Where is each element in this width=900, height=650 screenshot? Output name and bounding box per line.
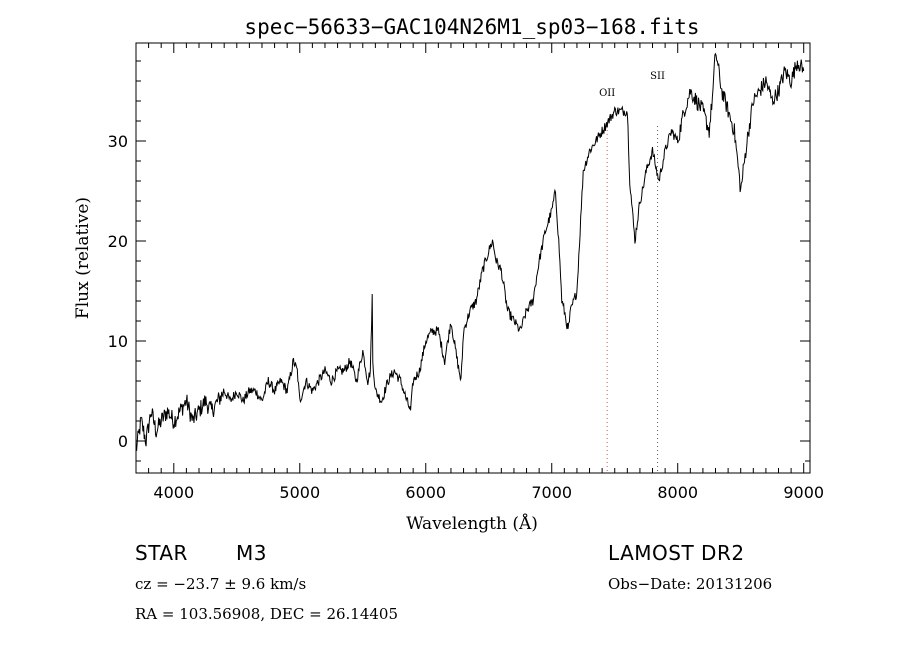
x-axis-label: Wavelength (Å) xyxy=(406,513,538,534)
x-tick-label: 4000 xyxy=(153,483,194,502)
x-tick-label: 9000 xyxy=(783,483,824,502)
y-tick-label: 10 xyxy=(108,332,128,351)
x-tick-label: 7000 xyxy=(531,483,572,502)
spectrum-line xyxy=(135,52,805,451)
class-label: STAR xyxy=(135,541,188,565)
y-tick-label: 0 xyxy=(118,432,128,451)
subclass-label: M3 xyxy=(236,541,267,565)
reference-line-label: OII xyxy=(599,88,615,99)
axis-ticks: 4000 5000 6000 7000 8000 9000 0 10 20 30 xyxy=(108,43,824,502)
velocity-text: cz = −23.7 ± 9.6 km/s xyxy=(135,575,307,593)
coordinates-text: RA = 103.56908, DEC = 26.14405 xyxy=(135,605,399,623)
survey-label: LAMOST DR2 xyxy=(608,541,745,565)
reference-lines: OII SII xyxy=(599,71,665,473)
x-tick-label: 6000 xyxy=(405,483,446,502)
reference-line-label: SII xyxy=(650,71,665,82)
x-tick-label: 5000 xyxy=(279,483,320,502)
chart-title: spec−56633−GAC104N26M1_sp03−168.fits xyxy=(244,15,699,39)
x-tick-label: 8000 xyxy=(657,483,698,502)
plot-frame xyxy=(135,42,811,474)
y-tick-label: 20 xyxy=(108,232,128,251)
y-axis-label: Flux (relative) xyxy=(73,197,93,319)
y-tick-label: 30 xyxy=(108,132,128,151)
obs-date-text: Obs−Date: 20131206 xyxy=(608,575,773,593)
